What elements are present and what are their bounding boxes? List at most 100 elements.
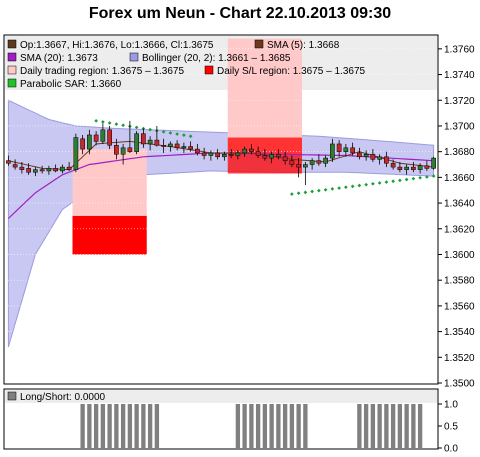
sar-dot bbox=[101, 120, 105, 124]
price-tick-label: 1.3640 bbox=[444, 199, 475, 210]
long-short-bar bbox=[411, 404, 416, 448]
indicator-axis: 1.0 0.5 0.0 bbox=[438, 400, 458, 455]
sar-dot bbox=[350, 184, 355, 189]
candle-body bbox=[262, 155, 268, 159]
long-short-bar bbox=[262, 404, 268, 448]
candle-body bbox=[120, 147, 126, 155]
candle-body bbox=[350, 147, 355, 154]
sar-dot bbox=[148, 127, 152, 132]
long-short-bar bbox=[255, 404, 261, 448]
candle-body bbox=[93, 134, 99, 142]
legend-label: Daily S/L region: 1.3675 – 1.3675 bbox=[217, 66, 366, 77]
indicator-tick-label: 0.0 bbox=[444, 444, 458, 455]
candle-body bbox=[127, 147, 133, 152]
candle-body bbox=[66, 166, 72, 170]
candle-body bbox=[161, 144, 166, 147]
main-plot-layer bbox=[5, 38, 437, 383]
long-short-bar bbox=[107, 404, 112, 448]
price-axis: 1.3760 1.3740 1.3720 1.3700 1.3680 1.3660 1.36… bbox=[438, 44, 475, 390]
sar-dot bbox=[303, 190, 308, 195]
price-tick-label: 1.3560 bbox=[444, 301, 475, 312]
sar-dot bbox=[377, 181, 382, 185]
long-short-bar bbox=[397, 404, 403, 448]
candle-body bbox=[141, 133, 146, 145]
price-tick-label: 1.3580 bbox=[444, 276, 475, 287]
long-short-bar bbox=[87, 404, 92, 448]
candle-body bbox=[303, 164, 308, 168]
price-tick-label: 1.3540 bbox=[444, 327, 475, 338]
legend-label: Daily trading region: 1.3675 – 1.3675 bbox=[20, 66, 184, 77]
legend-label: SMA (5): 1.3668 bbox=[267, 40, 340, 51]
indicator-plot-layer bbox=[80, 404, 423, 448]
candle-body bbox=[174, 143, 180, 149]
candle-body bbox=[336, 143, 342, 152]
long-short-bar bbox=[363, 404, 369, 448]
long-short-bar bbox=[404, 404, 409, 448]
candle-body bbox=[26, 168, 31, 173]
candle-body bbox=[309, 160, 315, 165]
long-short-bar bbox=[127, 404, 133, 448]
candle-body bbox=[12, 164, 18, 168]
sar-dot bbox=[290, 192, 294, 196]
candle-body bbox=[73, 137, 79, 170]
long-short-bar bbox=[303, 404, 308, 448]
candle-body bbox=[19, 166, 25, 170]
long-short-bar bbox=[282, 404, 288, 448]
candle-body bbox=[87, 134, 92, 150]
long-short-bar bbox=[100, 404, 106, 448]
long-short-bar bbox=[154, 404, 160, 448]
sar-dot bbox=[371, 181, 375, 186]
sar-dot bbox=[384, 180, 389, 184]
candle-body bbox=[201, 152, 207, 156]
sar-dot bbox=[425, 175, 429, 179]
candle-body bbox=[282, 156, 288, 161]
indicator-legend-swatch bbox=[7, 391, 17, 401]
long-short-bar bbox=[417, 404, 423, 448]
sar-dot bbox=[323, 187, 328, 192]
candle-body bbox=[255, 151, 261, 156]
sl-region-1 bbox=[72, 215, 147, 255]
indicator-legend-box bbox=[5, 390, 437, 403]
long-short-bar bbox=[242, 404, 247, 448]
legend-swatch bbox=[7, 52, 17, 62]
long-short-bar bbox=[370, 404, 376, 448]
long-short-bar bbox=[80, 404, 85, 448]
candle-body bbox=[228, 153, 234, 156]
long-short-bar bbox=[377, 404, 382, 448]
candle-body bbox=[343, 147, 349, 152]
candle-body bbox=[417, 165, 423, 170]
candle-body bbox=[424, 165, 430, 169]
candle-body bbox=[60, 166, 65, 172]
long-short-bar bbox=[289, 404, 295, 448]
candle-body bbox=[390, 162, 396, 168]
long-short-bar bbox=[249, 404, 254, 448]
sar-dot bbox=[398, 178, 402, 183]
sar-dot bbox=[330, 187, 335, 191]
sar-dot bbox=[175, 132, 179, 136]
sma5-line bbox=[8, 140, 434, 171]
candle-body bbox=[269, 153, 274, 159]
sar-dot bbox=[161, 129, 166, 134]
candle-body bbox=[363, 153, 369, 158]
legend: Op:1.3667, Hi:1.3676, Lo:1.3666, Cl:1.36… bbox=[7, 39, 366, 90]
long-short-bar bbox=[120, 404, 126, 448]
candle-body bbox=[46, 168, 52, 172]
candle-body bbox=[80, 138, 85, 150]
candle-body bbox=[377, 156, 382, 160]
sar-dot bbox=[418, 175, 422, 180]
candle-body bbox=[147, 139, 153, 145]
sar-dot bbox=[188, 134, 193, 139]
candle-body bbox=[330, 143, 335, 159]
sar-dot bbox=[134, 125, 139, 130]
long-short-bar bbox=[134, 404, 139, 448]
candle-body bbox=[6, 160, 11, 164]
sar-dot bbox=[404, 177, 409, 182]
price-tick-label: 1.3680 bbox=[444, 147, 475, 158]
price-tick-label: 1.3720 bbox=[444, 96, 475, 107]
legend-box bbox=[5, 36, 437, 90]
candle-body bbox=[181, 146, 187, 149]
candle-body bbox=[134, 133, 139, 152]
price-tick-label: 1.3620 bbox=[444, 224, 475, 235]
long-short-bar bbox=[276, 404, 281, 448]
price-tick-label: 1.3740 bbox=[444, 70, 475, 81]
